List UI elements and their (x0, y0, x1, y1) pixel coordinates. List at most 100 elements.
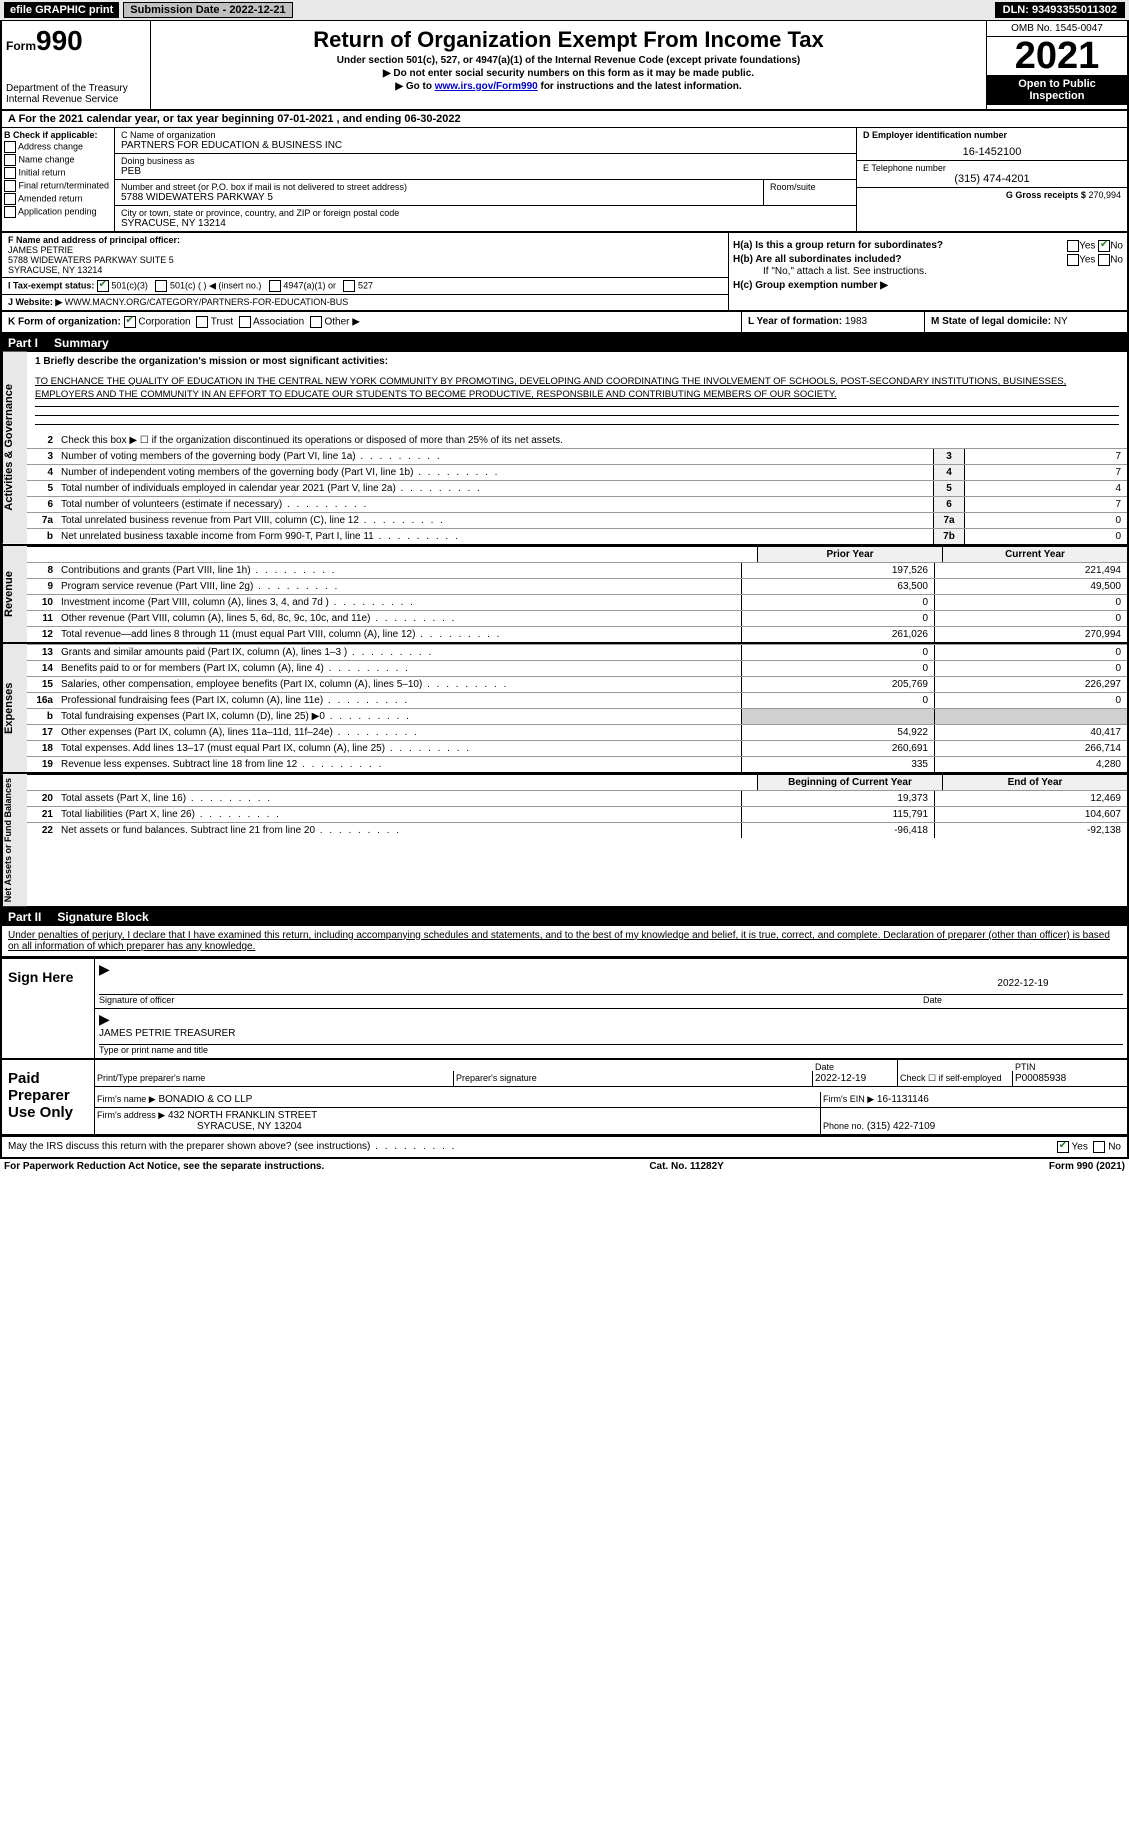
perjury-text: Under penalties of perjury, I declare th… (0, 926, 1129, 956)
chk-501c3[interactable] (97, 280, 109, 292)
form-left: Form990 Department of the Treasury Inter… (2, 21, 151, 109)
form-number: Form990 (6, 25, 146, 57)
ptin: P00085938 (1015, 1073, 1066, 1084)
net-line-20: 20Total assets (Part X, line 16)19,37312… (27, 790, 1127, 806)
exp-line-14: 14Benefits paid to or for members (Part … (27, 660, 1127, 676)
gov-line-4: 4Number of independent voting members of… (27, 464, 1127, 480)
exp-line-16a: 16aProfessional fundraising fees (Part I… (27, 692, 1127, 708)
firm-addr2: SYRACUSE, NY 13204 (97, 1121, 302, 1132)
net-line-21: 21Total liabilities (Part X, line 26)115… (27, 806, 1127, 822)
form-sub2: ▶ Do not enter social security numbers o… (159, 68, 978, 79)
efile-label: efile GRAPHIC print (4, 2, 119, 18)
tax-year: 2021 (987, 37, 1127, 75)
gross-receipts: 270,994 (1088, 190, 1121, 200)
part2-header: Part II Signature Block (0, 908, 1129, 926)
prep-date: 2022-12-19 (815, 1073, 866, 1084)
h-b: H(b) Are all subordinates included? Yes … (733, 254, 1123, 277)
exp-line-15: 15Salaries, other compensation, employee… (27, 676, 1127, 692)
col-current: Current Year (942, 547, 1127, 562)
chk-amended[interactable]: Amended return (4, 193, 112, 205)
website: WWW.MACNY.ORG/CATEGORY/PARTNERS-FOR-EDUC… (65, 297, 349, 307)
rev-line-10: 10Investment income (Part VIII, column (… (27, 594, 1127, 610)
row-f-h: F Name and address of principal officer:… (0, 233, 1129, 312)
form-right: OMB No. 1545-0047 2021 Open to Public In… (986, 21, 1127, 109)
exp-line-13: 13Grants and similar amounts paid (Part … (27, 644, 1127, 660)
footer: For Paperwork Reduction Act Notice, see … (0, 1159, 1129, 1174)
hb-yes[interactable] (1067, 254, 1079, 266)
form-header: Form990 Department of the Treasury Inter… (0, 20, 1129, 111)
officer-printed: JAMES PETRIE TREASURER (99, 1028, 1123, 1045)
form-sub1: Under section 501(c), 527, or 4947(a)(1)… (159, 55, 978, 66)
form-title: Return of Organization Exempt From Incom… (159, 27, 978, 53)
paid-preparer: Paid Preparer Use Only (2, 1060, 95, 1134)
year-formed: 1983 (845, 316, 867, 327)
officer-name: JAMES PETRIE (8, 245, 73, 255)
efile-top-bar: efile GRAPHIC print Submission Date - 20… (0, 0, 1129, 20)
chk-pending[interactable]: Application pending (4, 206, 112, 218)
part1-header: Part I Summary (0, 334, 1129, 352)
exp-line-18: 18Total expenses. Add lines 13–17 (must … (27, 740, 1127, 756)
exp-line-17: 17Other expenses (Part IX, column (A), l… (27, 724, 1127, 740)
state-domicile: NY (1054, 316, 1068, 327)
net-line-22: 22Net assets or fund balances. Subtract … (27, 822, 1127, 838)
officer-addr: 5788 WIDEWATERS PARKWAY SUITE 5 (8, 255, 174, 265)
firm-name: BONADIO & CO LLP (158, 1094, 252, 1105)
chk-address[interactable]: Address change (4, 141, 112, 153)
chk-corp[interactable] (124, 316, 136, 328)
firm-addr1: 432 NORTH FRANKLIN STREET (168, 1110, 317, 1121)
form-center: Return of Organization Exempt From Incom… (151, 21, 986, 109)
h-a: H(a) Is this a group return for subordin… (733, 240, 1123, 251)
box-c: C Name of organization PARTNERS FOR EDUC… (115, 128, 856, 231)
discuss-no[interactable] (1093, 1141, 1105, 1153)
dept-label: Department of the Treasury (6, 83, 146, 94)
side-expenses: Expenses (2, 644, 27, 772)
irs-link[interactable]: www.irs.gov/Form990 (435, 81, 538, 92)
chk-other[interactable] (310, 316, 322, 328)
chk-527[interactable] (343, 280, 355, 292)
row-k-l-m: K Form of organization: Corporation Trus… (0, 312, 1129, 334)
chk-initial[interactable]: Initial return (4, 167, 112, 179)
submission-date-btn[interactable]: Submission Date - 2022-12-21 (123, 2, 292, 18)
org-city: SYRACUSE, NY 13214 (121, 218, 850, 229)
chk-assoc[interactable] (239, 316, 251, 328)
hb-no[interactable] (1098, 254, 1110, 266)
org-dba: PEB (121, 166, 850, 177)
exp-line-b: bTotal fundraising expenses (Part IX, co… (27, 708, 1127, 724)
irs-label: Internal Revenue Service (6, 94, 146, 105)
side-netassets: Net Assets or Fund Balances (2, 774, 27, 906)
rev-line-9: 9Program service revenue (Part VIII, lin… (27, 578, 1127, 594)
col-begin: Beginning of Current Year (757, 775, 942, 790)
sig-date: 2022-12-19 (923, 978, 1123, 995)
box-b: B Check if applicable: Address change Na… (2, 128, 115, 231)
gov-line-3: 3Number of voting members of the governi… (27, 448, 1127, 464)
dln-label: DLN: 93493355011302 (995, 2, 1125, 18)
col-end: End of Year (942, 775, 1127, 790)
chk-4947[interactable] (269, 280, 281, 292)
ha-no[interactable] (1098, 240, 1110, 252)
chk-final[interactable]: Final return/terminated (4, 180, 112, 192)
side-governance: Activities & Governance (2, 352, 27, 544)
firm-phone: (315) 422-7109 (867, 1121, 935, 1132)
chk-name[interactable]: Name change (4, 154, 112, 166)
ha-yes[interactable] (1067, 240, 1079, 252)
form-sub3: ▶ Go to www.irs.gov/Form990 for instruct… (159, 81, 978, 92)
period-row: A For the 2021 calendar year, or tax yea… (0, 111, 1129, 128)
chk-trust[interactable] (196, 316, 208, 328)
org-address: 5788 WIDEWATERS PARKWAY 5 (121, 192, 757, 203)
rev-line-12: 12Total revenue—add lines 8 through 11 (… (27, 626, 1127, 642)
rev-line-11: 11Other revenue (Part VIII, column (A), … (27, 610, 1127, 626)
gov-line-5: 5Total number of individuals employed in… (27, 480, 1127, 496)
signature-block: Sign Here Signature of officer 2022-12-1… (0, 956, 1129, 1136)
side-revenue: Revenue (2, 546, 27, 642)
gov-line-6: 6Total number of volunteers (estimate if… (27, 496, 1127, 512)
gov-line-7a: 7aTotal unrelated business revenue from … (27, 512, 1127, 528)
mission-text: TO ENCHANCE THE QUALITY OF EDUCATION IN … (27, 371, 1127, 406)
chk-501c[interactable] (155, 280, 167, 292)
telephone: (315) 474-4201 (863, 173, 1121, 185)
org-name: PARTNERS FOR EDUCATION & BUSINESS INC (121, 140, 850, 151)
h-c: H(c) Group exemption number ▶ (733, 280, 1123, 291)
section-b-to-g: B Check if applicable: Address change Na… (0, 128, 1129, 233)
part1-body: Activities & Governance 1 Briefly descri… (0, 352, 1129, 908)
discuss-yes[interactable] (1057, 1141, 1069, 1153)
open-inspection: Open to Public Inspection (987, 75, 1127, 105)
